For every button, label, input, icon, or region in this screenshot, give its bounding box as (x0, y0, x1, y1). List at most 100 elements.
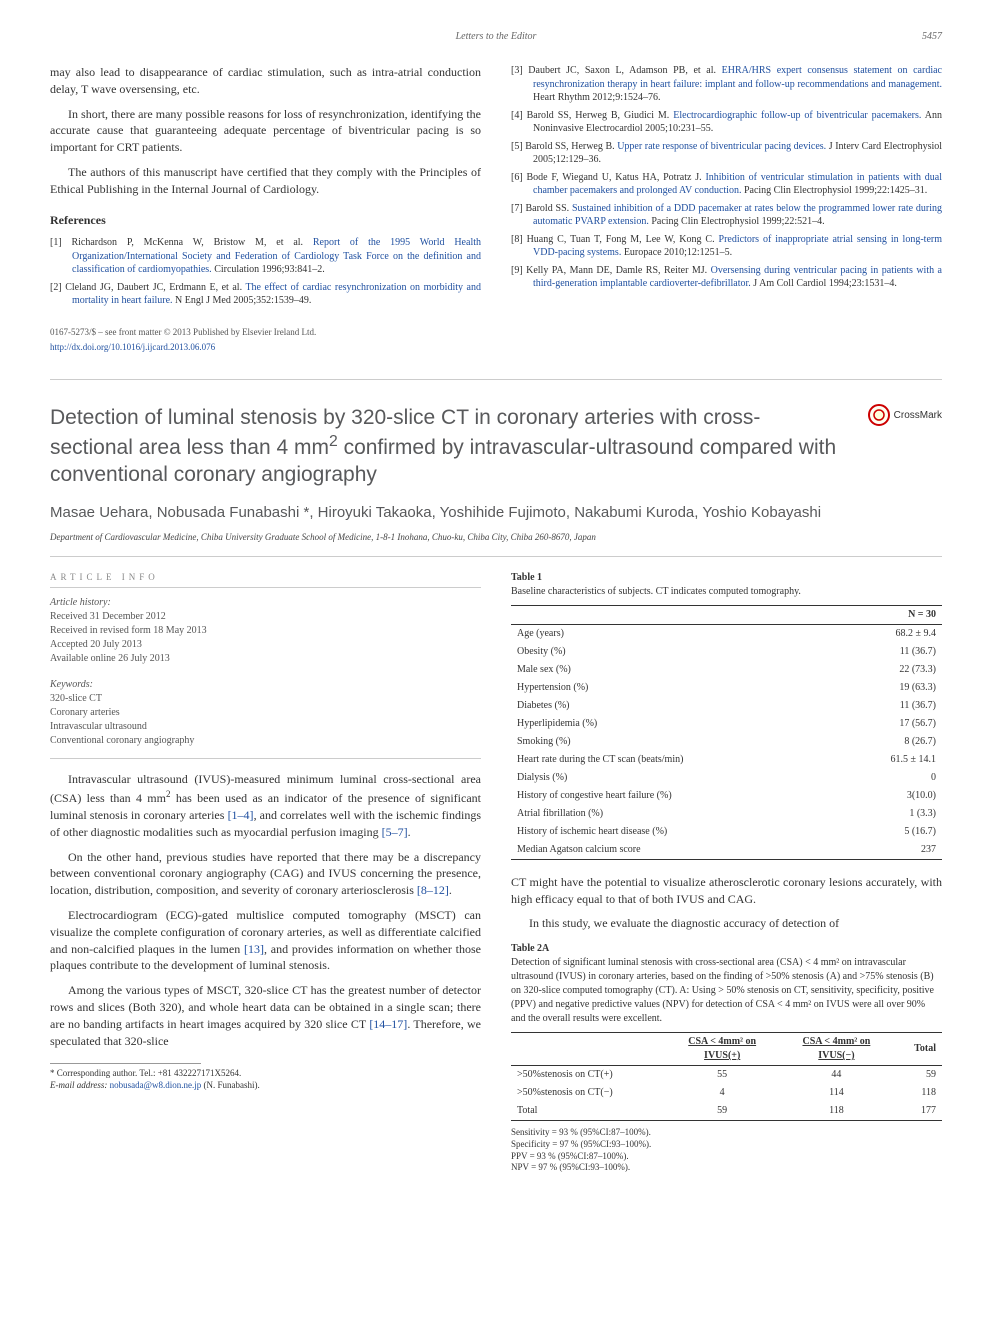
keyword-item: Intravascular ultrasound (50, 720, 481, 734)
history-revised: Received in revised form 18 May 2013 (50, 624, 481, 638)
table2a-h3: Total (894, 1033, 942, 1066)
corresponding-author-footnote: * Corresponding author. Tel.: +81 432227… (50, 1068, 481, 1091)
article-title: Detection of luminal stenosis by 320-sli… (50, 404, 942, 488)
reference-title-link[interactable]: Oversensing during ventricular pacing in… (533, 265, 942, 290)
table-note: Sensitivity = 93 % (95%CI:87–100%). (511, 1127, 942, 1139)
table-number: Table 1 (511, 571, 942, 585)
reference-title-link[interactable]: Electrocardiographic follow-up of bivent… (673, 110, 921, 121)
keywords-label: Keywords: (50, 678, 481, 692)
history-online: Available online 26 July 2013 (50, 652, 481, 666)
table-row: Hypertension (%)19 (63.3) (511, 679, 942, 697)
table-row: >50%stenosis on CT(+)554459 (511, 1066, 942, 1085)
body-paragraph: On the other hand, previous studies have… (50, 849, 481, 899)
reference-title-link[interactable]: Sustained inhibition of a DDD pacemaker … (533, 203, 942, 228)
keyword-item: Coronary arteries (50, 706, 481, 720)
article-left-column: article info Article history: Received 3… (50, 571, 481, 1184)
keywords-block: Keywords: 320-slice CTCoronary arteriesI… (50, 678, 481, 759)
reference-title-link[interactable]: Inhibition of ventricular stimulation in… (533, 172, 942, 197)
reference-title-link[interactable]: The effect of cardiac resynchronization … (72, 282, 481, 307)
table-row: Hyperlipidemia (%)17 (56.7) (511, 715, 942, 733)
history-received: Received 31 December 2012 (50, 610, 481, 624)
reference-item: [9] Kelly PA, Mann DE, Damle RS, Reiter … (511, 264, 942, 291)
table-row: Age (years)68.2 ± 9.4 (511, 624, 942, 643)
article-history: Article history: Received 31 December 20… (50, 596, 481, 666)
keyword-item: Conventional coronary angiography (50, 734, 481, 748)
reference-list-right: [3] Daubert JC, Saxon L, Adamson PB, et … (511, 64, 942, 291)
copyright-line: 0167-5273/$ – see front matter © 2013 Pu… (50, 326, 481, 339)
body-paragraph: In short, there are many possible reason… (50, 106, 481, 156)
article-body: article info Article history: Received 3… (50, 571, 942, 1184)
table1-caption: Table 1 Baseline characteristics of subj… (511, 571, 942, 599)
table1-head-n: N = 30 (837, 605, 942, 624)
table2a-h1: CSA < 4mm² on IVUS(+) (665, 1033, 779, 1066)
email-link[interactable]: nobusada@w8.dion.ne.jp (110, 1080, 202, 1090)
article-right-column: Table 1 Baseline characteristics of subj… (511, 571, 942, 1184)
table1: N = 30 Age (years)68.2 ± 9.4Obesity (%)1… (511, 605, 942, 860)
citation-link[interactable]: [14–17] (369, 1017, 407, 1031)
table-row: Heart rate during the CT scan (beats/min… (511, 751, 942, 769)
doi-link[interactable]: http://dx.doi.org/10.1016/j.ijcard.2013.… (50, 342, 215, 352)
table-row: Dialysis (%)0 (511, 769, 942, 787)
table-row: Obesity (%)11 (36.7) (511, 643, 942, 661)
citation-link[interactable]: [1–4] (228, 808, 254, 822)
table-row: History of ischemic heart disease (%)5 (… (511, 823, 942, 841)
table-row: History of congestive heart failure (%)3… (511, 787, 942, 805)
reference-list-left: [1] Richardson P, McKenna W, Bristow M, … (50, 236, 481, 308)
reference-item: [3] Daubert JC, Saxon L, Adamson PB, et … (511, 64, 942, 105)
table-note: NPV = 97 % (95%CI:93–100%). (511, 1162, 942, 1174)
references-heading: References (50, 212, 481, 229)
table2a: CSA < 4mm² on IVUS(+) CSA < 4mm² on IVUS… (511, 1032, 942, 1121)
body-paragraph: Intravascular ultrasound (IVUS)-measured… (50, 771, 481, 840)
body-paragraph: The authors of this manuscript have cert… (50, 164, 481, 198)
citation-link[interactable]: [13] (244, 942, 264, 956)
table-row: Diabetes (%)11 (36.7) (511, 697, 942, 715)
keyword-item: 320-slice CT (50, 692, 481, 706)
table-row: Median Agatson calcium score237 (511, 841, 942, 860)
body-paragraph: Among the various types of MSCT, 320-sli… (50, 982, 481, 1049)
email-label: E-mail address: (50, 1080, 110, 1090)
history-label: Article history: (50, 596, 481, 610)
table-row: Male sex (%)22 (73.3) (511, 661, 942, 679)
body-paragraph: In this study, we evaluate the diagnosti… (511, 915, 942, 932)
table-row: Total59118177 (511, 1102, 942, 1121)
article-info-heading: article info (50, 571, 481, 589)
table-caption-text: Baseline characteristics of subjects. CT… (511, 586, 801, 597)
citation-link[interactable]: [8–12] (417, 883, 449, 897)
running-header: Letters to the Editor 5457 (50, 30, 942, 44)
table-number: Table 2A (511, 942, 942, 956)
reference-item: [6] Bode F, Wiegand U, Katus HA, Potratz… (511, 171, 942, 198)
reference-item: [5] Barold SS, Herweg B. Upper rate resp… (511, 140, 942, 167)
reference-item: [8] Huang C, Tuan T, Fong M, Lee W, Kong… (511, 233, 942, 260)
crossmark-badge[interactable]: CrossMark (868, 404, 942, 426)
history-accepted: Accepted 20 July 2013 (50, 638, 481, 652)
reference-item: [7] Barold SS. Sustained inhibition of a… (511, 202, 942, 229)
reference-title-link[interactable]: Predictors of inappropriate atrial sensi… (533, 234, 942, 259)
reference-title-link[interactable]: Report of the 1995 World Health Organiza… (72, 237, 481, 275)
reference-item: [2] Cleland JG, Daubert JC, Erdmann E, e… (50, 281, 481, 308)
reference-title-link[interactable]: Upper rate response of biventricular pac… (617, 141, 826, 152)
left-column: may also lead to disappearance of cardia… (50, 64, 481, 355)
author-list: Masae Uehara, Nobusada Funabashi *, Hiro… (50, 502, 942, 523)
right-column: [3] Daubert JC, Saxon L, Adamson PB, et … (511, 64, 942, 355)
previous-letter-section: may also lead to disappearance of cardia… (50, 64, 942, 355)
journal-name: Letters to the Editor (110, 30, 882, 44)
table2a-caption: Table 2A Detection of significant lumina… (511, 942, 942, 1026)
reference-item: [1] Richardson P, McKenna W, Bristow M, … (50, 236, 481, 277)
body-paragraph: Electrocardiogram (ECG)-gated multislice… (50, 907, 481, 974)
reference-item: [4] Barold SS, Herweg B, Giudici M. Elec… (511, 109, 942, 136)
reference-title-link[interactable]: EHRA/HRS expert consensus statement on c… (533, 65, 942, 90)
footnote-corr: * Corresponding author. Tel.: +81 432227… (50, 1068, 481, 1080)
table2a-h2: CSA < 4mm² on IVUS(−) (779, 1033, 893, 1066)
table-row: >50%stenosis on CT(−)4114118 (511, 1084, 942, 1102)
citation-link[interactable]: [5–7] (382, 825, 408, 839)
table-row: Smoking (%)8 (26.7) (511, 733, 942, 751)
table-caption-text: Detection of significant luminal stenosi… (511, 957, 934, 1024)
body-paragraph: may also lead to disappearance of cardia… (50, 64, 481, 98)
table-note: Specificity = 97 % (95%CI:93–100%). (511, 1139, 942, 1151)
footnote-rule (50, 1063, 201, 1064)
body-paragraph: CT might have the potential to visualize… (511, 874, 942, 908)
page-number: 5457 (882, 30, 942, 44)
crossmark-icon (868, 404, 890, 426)
section-divider (50, 379, 942, 380)
table2a-notes: Sensitivity = 93 % (95%CI:87–100%).Speci… (511, 1127, 942, 1174)
